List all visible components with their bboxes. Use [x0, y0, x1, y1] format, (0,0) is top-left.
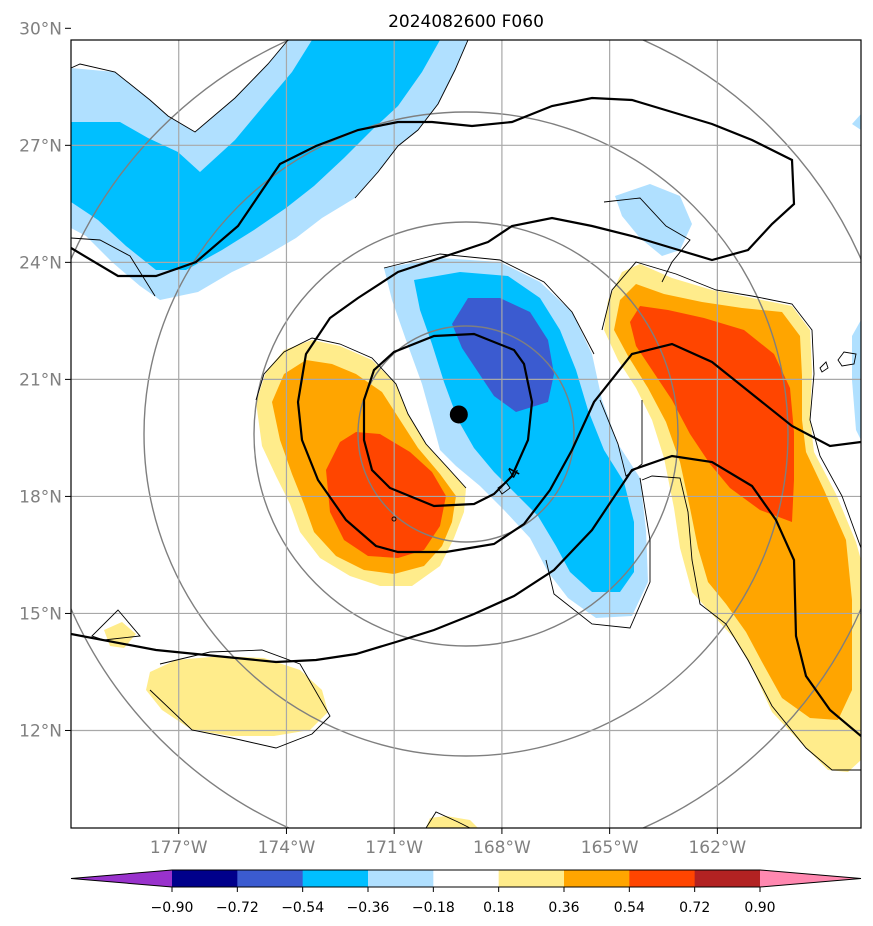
colorbar-swatch [368, 870, 434, 887]
y-tick-label: 30°N [19, 19, 62, 39]
y-tick-label: 21°N [19, 370, 62, 390]
positive-anomaly-fill-east [604, 264, 861, 772]
colorbar-swatch [629, 870, 696, 887]
x-tick-label: 174°W [258, 838, 316, 858]
y-tick-labels: 30°N 27°N 24°N 21°N 18°N 15°N 12°N [19, 19, 62, 741]
x-tick-labels: 177°W 174°W 171°W 168°W 165°W 162°W [150, 838, 747, 858]
colorbar-swatch [694, 870, 761, 887]
negative-anomaly-fill [71, 40, 861, 618]
colorbar-tick-label: −0.36 [347, 900, 390, 916]
y-tick-label: 15°N [19, 604, 62, 624]
axis-ticks [65, 27, 718, 834]
colorbar-tick-label: 0.18 [483, 900, 514, 916]
map-panel: 4 [71, 40, 861, 828]
colorbar-tick-label: 0.54 [614, 900, 645, 916]
x-tick-label: 165°W [581, 838, 639, 858]
y-tick-label: 27°N [19, 136, 62, 156]
colorbar-swatch [498, 870, 565, 887]
positive-anomaly-fill-small [104, 622, 478, 828]
y-tick-label: 24°N [19, 253, 62, 273]
colorbar-swatch [172, 870, 238, 887]
x-tick-label: 162°W [688, 838, 746, 858]
colorbar-swatch [433, 870, 500, 887]
y-tick-label: 12°N [19, 721, 62, 741]
colorbar-tick-label: −0.90 [151, 900, 194, 916]
colorbar-swatch [302, 870, 369, 887]
colorbar-swatch [564, 870, 630, 887]
height-contours [71, 96, 861, 737]
storm-center-marker [449, 405, 468, 424]
coastlines [71, 40, 861, 828]
colorbar-tick-label: −0.54 [281, 900, 324, 916]
colorbar-tick-label: 0.36 [548, 900, 579, 916]
colorbar-extend-high [760, 870, 861, 887]
colorbar-tick-label: 0.90 [744, 900, 775, 916]
x-tick-label: 177°W [150, 838, 208, 858]
colorbar-tick-label: 0.72 [679, 900, 710, 916]
colorbar [70, 869, 862, 888]
grid-lines [71, 40, 861, 828]
colorbar-swatch [237, 870, 304, 887]
colorbar-extend-low [71, 870, 172, 887]
positive-anomaly-fill-west [256, 340, 466, 586]
colorbar-tick-labels: −0.90 −0.72 −0.54 −0.36 −0.18 0.18 0.36 0.54 0.7… [151, 887, 776, 916]
x-tick-label: 168°W [473, 838, 531, 858]
y-tick-label: 18°N [19, 487, 62, 507]
colorbar-tick-label: −0.72 [216, 900, 259, 916]
x-tick-label: 171°W [365, 838, 423, 858]
chart-title: 2024082600 F060 [388, 12, 544, 32]
colorbar-tick-label: −0.18 [412, 900, 455, 916]
range-rings [71, 40, 861, 828]
map-frame [70, 39, 862, 829]
